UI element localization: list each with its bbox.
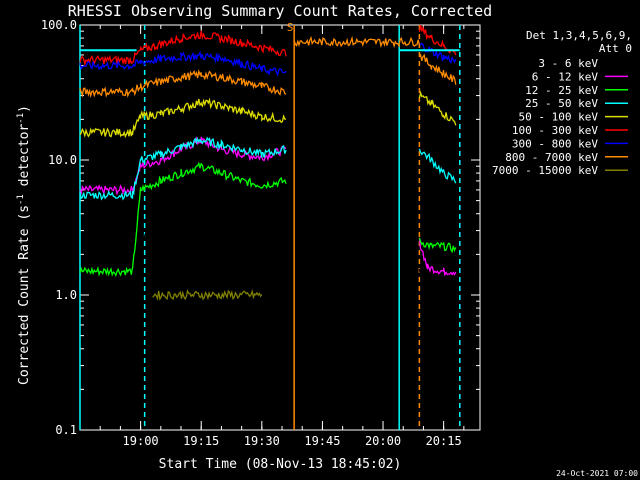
legend-label: 50 - 100 keV [519, 111, 599, 124]
series-line [418, 42, 457, 64]
x-tick-label: 19:15 [183, 434, 219, 448]
event-marker-label: S [287, 21, 294, 34]
y-tick-label: 1.0 [55, 288, 77, 302]
footer-date: 24-Oct-2021 07:00 [556, 469, 638, 478]
legend-header-2: Att 0 [599, 42, 632, 55]
legend-label: 300 - 800 keV [512, 137, 598, 150]
series-line [79, 161, 287, 277]
series-line [79, 30, 287, 67]
y-axis-label-sup2: -1 [16, 113, 26, 124]
series-line [418, 268, 457, 301]
y-tick-label: 100.0 [41, 18, 77, 32]
legend-header-1: Det 1,3,4,5,6,9, [526, 29, 632, 42]
series-line [418, 237, 457, 254]
series-line [79, 68, 287, 99]
y-axis-label: Corrected Count Rate (s-1 detector-1) [16, 105, 32, 385]
legend-label: 3 - 6 keV [538, 57, 598, 70]
series-line [79, 50, 287, 77]
series-line [418, 24, 457, 56]
y-axis-label-sup1: -1 [16, 194, 26, 205]
legend-label: 25 - 50 keV [525, 97, 598, 110]
series-line [418, 237, 457, 277]
legend-label: 100 - 300 keV [512, 124, 598, 137]
series-line [418, 53, 457, 85]
x-tick-label: 19:00 [123, 434, 159, 448]
y-axis-label-end: ) [17, 105, 32, 113]
x-tick-label: 19:30 [244, 434, 280, 448]
series-line [140, 162, 287, 242]
series-line [418, 90, 457, 126]
series-line [293, 35, 421, 49]
series-line [152, 288, 263, 301]
x-tick-label: 19:45 [304, 434, 340, 448]
chart-title: RHESSI Observing Summary Count Rates, Co… [68, 2, 492, 20]
legend-label: 6 - 12 keV [532, 70, 599, 83]
legend-label: 12 - 25 keV [525, 84, 598, 97]
legend-label: 7000 - 15000 keV [492, 164, 598, 177]
y-axis-label-text: Corrected Count Rate (s-1 detector-1) [16, 105, 32, 385]
plot-area: 0.1 1.0 10.0 100.0 19:00 19:15 19:30 19:45 20:00… [41, 18, 481, 448]
y-axis-label-main: Corrected Count Rate (s [17, 205, 32, 385]
y-axis-label-mid: detector [17, 124, 32, 195]
x-axis-label: Start Time (08-Nov-13 18:45:02) [159, 457, 402, 472]
series-line [418, 148, 457, 184]
series-line [79, 97, 287, 139]
legend-label: 800 - 7000 keV [505, 151, 598, 164]
x-tick-label: 20:00 [365, 434, 401, 448]
x-tick-label: 20:15 [426, 434, 462, 448]
y-tick-label: 0.1 [55, 423, 77, 437]
series-line [79, 136, 287, 201]
y-tick-label: 10.0 [48, 153, 77, 167]
